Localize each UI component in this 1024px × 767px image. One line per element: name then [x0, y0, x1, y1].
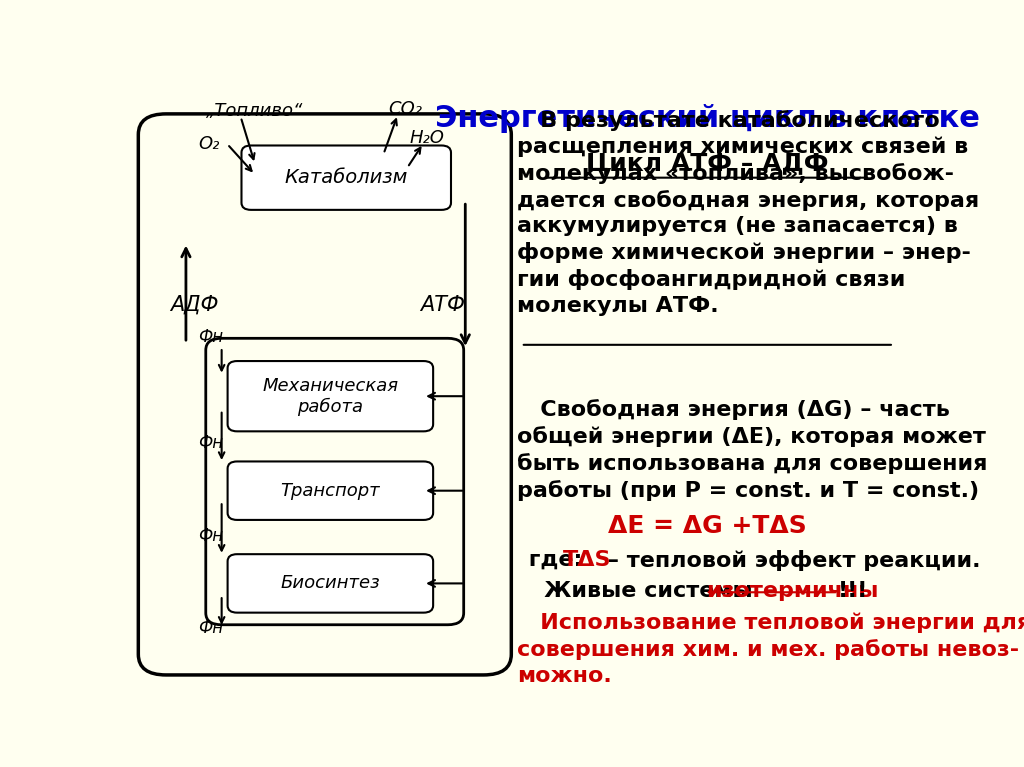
FancyBboxPatch shape	[227, 361, 433, 431]
Text: Фн: Фн	[198, 527, 223, 545]
Text: Катаболизм: Катаболизм	[285, 168, 408, 187]
Text: АДФ: АДФ	[170, 295, 218, 314]
Text: CO₂: CO₂	[388, 100, 422, 117]
Text: В результате катаболического
расщепления химических связей в
молекулах «топлива»: В результате катаболического расщепления…	[517, 110, 979, 316]
Text: „Топливо“: „Топливо“	[206, 102, 303, 120]
Text: ΔE = ΔG +TΔS: ΔE = ΔG +TΔS	[608, 515, 807, 538]
Text: Энергетический цикл в клетке: Энергетический цикл в клетке	[435, 104, 980, 133]
Text: Фн: Фн	[198, 619, 223, 637]
FancyBboxPatch shape	[227, 555, 433, 613]
Text: Механическая
работа: Механическая работа	[262, 377, 398, 416]
Text: АТФ: АТФ	[420, 295, 465, 314]
Text: Цикл АТФ – АДФ: Цикл АТФ – АДФ	[586, 151, 828, 175]
Text: Свободная энергия (ΔG) – часть
общей энергии (ΔE), которая может
быть использова: Свободная энергия (ΔG) – часть общей эне…	[517, 399, 987, 501]
Text: H₂O: H₂O	[410, 129, 444, 147]
Text: TΔS: TΔS	[563, 550, 611, 570]
Text: Транспорт: Транспорт	[281, 482, 380, 499]
Text: Живые системы: Живые системы	[521, 581, 760, 601]
Text: Фн: Фн	[198, 434, 223, 453]
Text: где:: где:	[521, 550, 590, 570]
Text: !!!: !!!	[839, 581, 868, 601]
Text: Фн: Фн	[198, 328, 223, 346]
Text: O₂: O₂	[198, 135, 219, 153]
Text: Использование тепловой энергии для
совершения хим. и мех. работы невоз-
можно.: Использование тепловой энергии для совер…	[517, 613, 1024, 686]
FancyBboxPatch shape	[227, 462, 433, 520]
Text: Биосинтез: Биосинтез	[281, 574, 380, 592]
FancyBboxPatch shape	[242, 146, 451, 210]
Text: изотермичны: изотермичны	[706, 581, 879, 601]
Text: – тепловой эффект реакции.: – тепловой эффект реакции.	[600, 550, 981, 571]
